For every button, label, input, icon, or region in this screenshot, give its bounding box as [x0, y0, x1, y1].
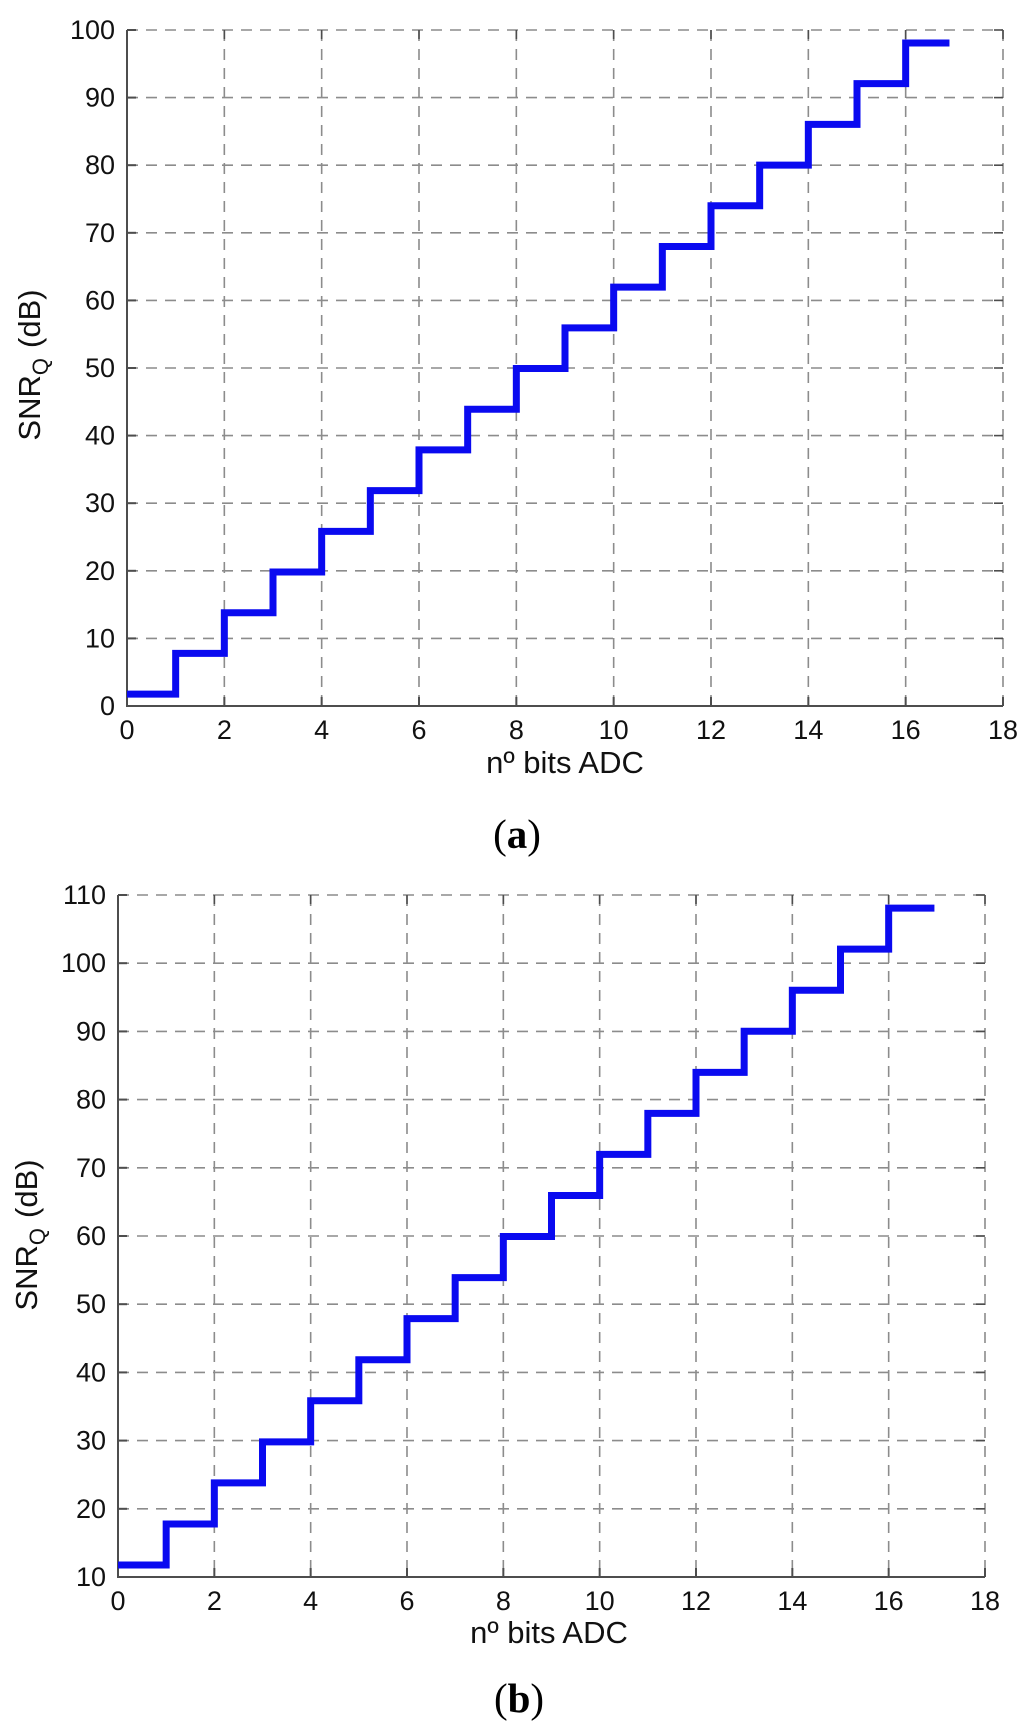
y-tick-label: 60 — [85, 285, 115, 315]
x-tick-label: 0 — [110, 1586, 125, 1616]
snr-step-line — [127, 39, 950, 698]
y-tick-label: 90 — [85, 83, 115, 113]
y-tick-label: 110 — [63, 880, 106, 910]
y-tick-label: 30 — [76, 1426, 106, 1456]
x-tick-label: 14 — [777, 1586, 807, 1616]
y-tick-label: 10 — [76, 1562, 106, 1592]
y-tick-label: 70 — [76, 1153, 106, 1183]
ylabel-unit: (dB) — [12, 289, 47, 348]
x-tick-label: 16 — [891, 715, 921, 745]
ylabel-main: SNR — [9, 1245, 44, 1311]
chart-a-x-axis-label: nº bits ADC — [486, 745, 644, 780]
y-tick-label: 20 — [85, 556, 115, 586]
chart-b: 0 2 4 6 8 10 12 14 16 18 10 20 30 40 50 60 70 80 90 100 110 — [61, 880, 1000, 1616]
y-tick-label: 80 — [76, 1085, 106, 1115]
x-tick-label: 18 — [970, 1586, 1000, 1616]
x-tick-label: 0 — [119, 715, 134, 745]
caption-open-paren: ( — [493, 811, 507, 857]
y-tick-label: 50 — [85, 353, 115, 383]
caption-letter: b — [507, 1675, 531, 1721]
ylabel-subscript: Q — [25, 1228, 50, 1246]
chart-a-y-axis-label: SNRQ (dB) — [12, 289, 54, 440]
caption-open-paren: ( — [493, 1675, 508, 1721]
chart-a: 0 2 4 6 8 10 12 14 16 18 0 10 20 30 40 50 60 70 80 90 100 — [70, 15, 1018, 745]
y-tick-label: 60 — [76, 1221, 106, 1251]
x-tick-label: 2 — [207, 1586, 222, 1616]
y-tick-label: 90 — [76, 1016, 106, 1046]
x-tick-label: 14 — [793, 715, 823, 745]
x-tick-label: 18 — [988, 715, 1018, 745]
x-tick-label: 10 — [585, 1586, 615, 1616]
x-tick-label: 6 — [399, 1586, 414, 1616]
x-tick-label: 8 — [496, 1586, 511, 1616]
snr-step-line — [118, 904, 935, 1569]
ylabel-main: SNR — [12, 375, 47, 441]
caption-close-paren: ) — [527, 811, 541, 857]
x-tick-label: 4 — [303, 1586, 318, 1616]
x-tick-label: 16 — [874, 1586, 904, 1616]
x-tick-label: 12 — [681, 1586, 711, 1616]
x-tick-label: 8 — [509, 715, 524, 745]
y-tick-label: 0 — [100, 691, 115, 721]
chart-a-caption: (a) — [493, 810, 541, 858]
y-tick-label: 40 — [76, 1357, 106, 1387]
chart-b-y-axis-label: SNRQ (dB) — [9, 1159, 51, 1310]
caption-letter: a — [506, 811, 528, 857]
y-tick-label: 10 — [85, 623, 115, 653]
y-tick-label: 20 — [76, 1494, 106, 1524]
x-tick-label: 10 — [599, 715, 629, 745]
y-tick-label: 100 — [61, 948, 106, 978]
y-tick-label: 40 — [85, 421, 115, 451]
chart-b-caption: (b) — [494, 1674, 544, 1722]
x-tick-label: 2 — [217, 715, 232, 745]
chart-b-x-axis-label: nº bits ADC — [470, 1615, 628, 1650]
y-tick-label: 30 — [85, 488, 115, 518]
y-tick-label: 80 — [85, 150, 115, 180]
y-tick-label: 70 — [85, 218, 115, 248]
x-tick-label: 6 — [411, 715, 426, 745]
y-tick-label: 50 — [76, 1289, 106, 1319]
ylabel-subscript: Q — [28, 358, 53, 376]
x-tick-label: 4 — [314, 715, 329, 745]
caption-close-paren: ) — [530, 1675, 545, 1721]
x-tick-label: 12 — [696, 715, 726, 745]
ylabel-unit: (dB) — [9, 1159, 44, 1218]
y-tick-label: 100 — [70, 15, 115, 45]
